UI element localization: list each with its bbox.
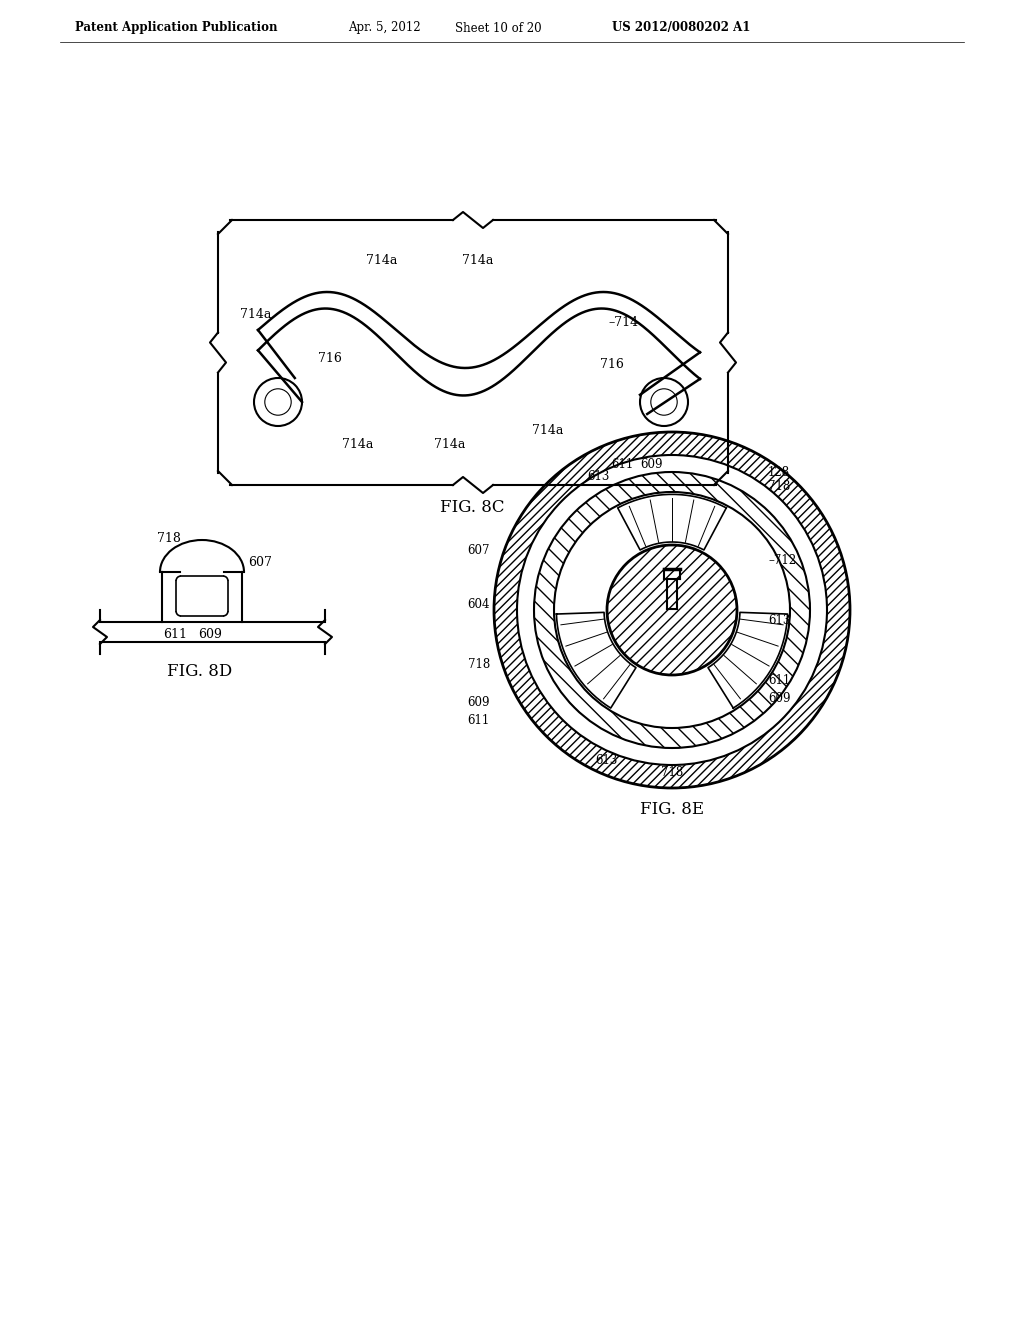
Text: 613: 613	[768, 614, 791, 627]
Text: Sheet 10 of 20: Sheet 10 of 20	[455, 21, 542, 34]
Text: Apr. 5, 2012: Apr. 5, 2012	[348, 21, 421, 34]
Text: FIG. 8D: FIG. 8D	[167, 664, 232, 681]
Text: 718: 718	[468, 659, 490, 672]
Ellipse shape	[517, 455, 827, 766]
Text: 613: 613	[588, 470, 610, 483]
Text: Patent Application Publication: Patent Application Publication	[75, 21, 278, 34]
Text: US 2012/0080202 A1: US 2012/0080202 A1	[612, 21, 751, 34]
Text: 718: 718	[157, 532, 181, 544]
Text: 611: 611	[610, 458, 633, 471]
Text: –714: –714	[608, 315, 638, 329]
Text: 714a: 714a	[532, 424, 563, 437]
Ellipse shape	[554, 492, 790, 729]
Text: 604: 604	[468, 598, 490, 611]
Text: –712: –712	[768, 553, 796, 566]
Text: FIG. 8E: FIG. 8E	[640, 801, 705, 818]
Text: 609: 609	[468, 696, 490, 709]
Text: 716: 716	[318, 351, 342, 364]
Polygon shape	[617, 495, 726, 550]
Text: 718: 718	[660, 766, 683, 779]
Text: 611: 611	[768, 673, 791, 686]
Text: 714a: 714a	[240, 309, 271, 322]
Polygon shape	[708, 612, 787, 708]
Text: 128: 128	[768, 466, 791, 479]
Text: 714a: 714a	[367, 253, 397, 267]
Text: 714a: 714a	[342, 438, 374, 451]
Text: 607: 607	[468, 544, 490, 557]
Text: 716: 716	[600, 359, 624, 371]
Text: 611: 611	[163, 627, 187, 640]
Text: 613: 613	[596, 754, 618, 767]
Text: 609: 609	[640, 458, 663, 471]
Text: 714a: 714a	[462, 253, 494, 267]
Text: 609: 609	[198, 627, 222, 640]
Text: 607: 607	[248, 557, 272, 569]
Polygon shape	[556, 612, 636, 708]
Text: FIG. 8C: FIG. 8C	[439, 499, 504, 516]
Text: 611: 611	[468, 714, 490, 726]
Text: 714a: 714a	[434, 438, 466, 451]
Text: 609: 609	[768, 692, 791, 705]
Text: 718: 718	[768, 480, 791, 494]
